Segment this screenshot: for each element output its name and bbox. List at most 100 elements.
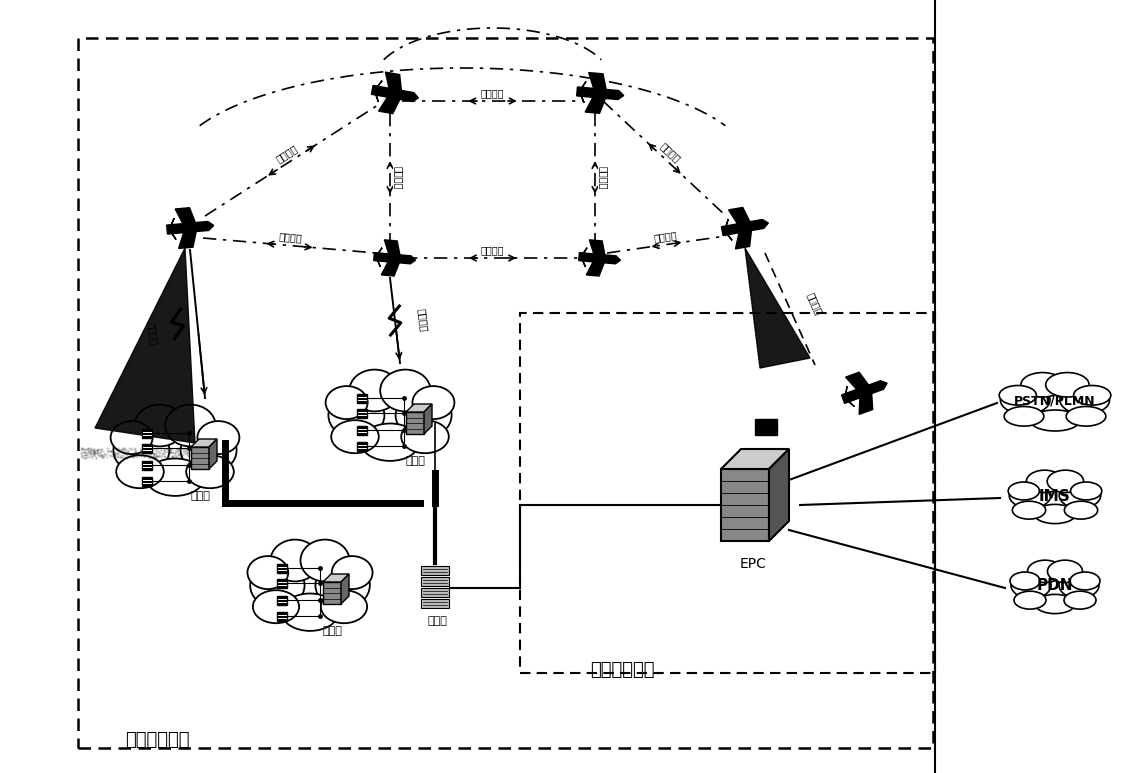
Polygon shape xyxy=(859,393,873,414)
Polygon shape xyxy=(724,219,728,231)
Ellipse shape xyxy=(1001,386,1050,414)
Ellipse shape xyxy=(1012,501,1046,519)
Text: 馈电链路: 馈电链路 xyxy=(417,308,429,332)
Polygon shape xyxy=(381,262,400,276)
Bar xyxy=(191,447,209,469)
Ellipse shape xyxy=(186,455,234,489)
Bar xyxy=(357,441,367,451)
Ellipse shape xyxy=(1060,573,1099,598)
Ellipse shape xyxy=(1035,594,1075,614)
Ellipse shape xyxy=(412,386,454,419)
Text: 用户链路: 用户链路 xyxy=(806,291,824,317)
Text: PDN: PDN xyxy=(1037,578,1073,594)
Ellipse shape xyxy=(165,404,215,446)
Ellipse shape xyxy=(1060,482,1100,508)
Polygon shape xyxy=(729,207,749,224)
Bar xyxy=(357,425,367,434)
Ellipse shape xyxy=(300,540,350,581)
Polygon shape xyxy=(374,253,415,264)
Text: 星地链路: 星地链路 xyxy=(393,165,403,189)
Bar xyxy=(277,578,288,587)
Bar xyxy=(142,428,152,438)
Bar xyxy=(755,419,777,435)
Polygon shape xyxy=(581,247,588,257)
Ellipse shape xyxy=(282,594,338,631)
Polygon shape xyxy=(95,248,195,443)
Ellipse shape xyxy=(113,427,170,473)
Text: 星间链路: 星间链路 xyxy=(481,88,504,98)
Ellipse shape xyxy=(328,392,385,438)
Ellipse shape xyxy=(1000,386,1037,405)
Polygon shape xyxy=(844,386,847,399)
Ellipse shape xyxy=(1010,482,1050,508)
Bar xyxy=(142,461,152,469)
Ellipse shape xyxy=(1047,470,1083,492)
Ellipse shape xyxy=(1027,470,1063,492)
Ellipse shape xyxy=(1029,570,1081,605)
Bar xyxy=(142,444,152,452)
Text: IMS: IMS xyxy=(1039,489,1071,503)
Polygon shape xyxy=(209,439,217,469)
Polygon shape xyxy=(844,398,855,407)
Ellipse shape xyxy=(1010,572,1040,590)
Polygon shape xyxy=(585,97,606,114)
Ellipse shape xyxy=(250,562,305,608)
Ellipse shape xyxy=(1070,572,1100,590)
Polygon shape xyxy=(169,230,177,240)
Polygon shape xyxy=(191,439,217,447)
Ellipse shape xyxy=(1064,501,1098,519)
Ellipse shape xyxy=(1064,591,1096,609)
Polygon shape xyxy=(378,97,400,114)
Bar xyxy=(277,564,288,573)
Ellipse shape xyxy=(380,369,430,411)
Polygon shape xyxy=(385,240,400,255)
Ellipse shape xyxy=(361,424,419,461)
Text: 关口站: 关口站 xyxy=(190,491,209,501)
Polygon shape xyxy=(724,230,732,240)
Ellipse shape xyxy=(1028,560,1063,583)
Text: 星间链路: 星间链路 xyxy=(275,143,300,165)
Polygon shape xyxy=(175,208,196,223)
Text: 星间链路: 星间链路 xyxy=(598,165,608,189)
Ellipse shape xyxy=(326,386,368,419)
Polygon shape xyxy=(590,240,604,255)
Ellipse shape xyxy=(111,421,153,454)
Polygon shape xyxy=(371,86,419,101)
Text: 馈地链路: 馈地链路 xyxy=(145,322,160,346)
Ellipse shape xyxy=(316,562,370,608)
Polygon shape xyxy=(166,222,214,234)
Ellipse shape xyxy=(197,421,239,454)
Bar xyxy=(421,599,449,608)
Ellipse shape xyxy=(271,540,319,581)
Text: 星间链路: 星间链路 xyxy=(653,230,678,243)
Text: 核心网路由域: 核心网路由域 xyxy=(590,661,654,679)
Ellipse shape xyxy=(1021,373,1064,397)
Ellipse shape xyxy=(1035,505,1075,523)
Polygon shape xyxy=(581,257,585,267)
Bar xyxy=(357,408,367,417)
Bar xyxy=(421,577,449,586)
Polygon shape xyxy=(578,253,620,264)
Ellipse shape xyxy=(252,591,299,623)
Ellipse shape xyxy=(135,404,185,446)
Polygon shape xyxy=(586,262,604,276)
Ellipse shape xyxy=(1047,560,1082,583)
Text: 关口站: 关口站 xyxy=(323,626,342,636)
Polygon shape xyxy=(406,404,432,412)
Ellipse shape xyxy=(181,427,237,473)
Polygon shape xyxy=(769,449,789,541)
Ellipse shape xyxy=(1009,482,1039,500)
Bar xyxy=(277,611,288,621)
Polygon shape xyxy=(846,373,868,390)
Ellipse shape xyxy=(332,421,379,453)
Ellipse shape xyxy=(1071,482,1101,500)
Text: 连接站: 连接站 xyxy=(427,616,447,626)
Text: 星间链路: 星间链路 xyxy=(481,245,504,255)
Polygon shape xyxy=(323,574,349,582)
Polygon shape xyxy=(589,73,606,90)
Text: 星地链路: 星地链路 xyxy=(278,232,302,243)
Text: EPC: EPC xyxy=(739,557,766,571)
Ellipse shape xyxy=(1011,573,1050,598)
Text: 星间链路: 星间链路 xyxy=(658,141,681,165)
Ellipse shape xyxy=(350,369,400,411)
